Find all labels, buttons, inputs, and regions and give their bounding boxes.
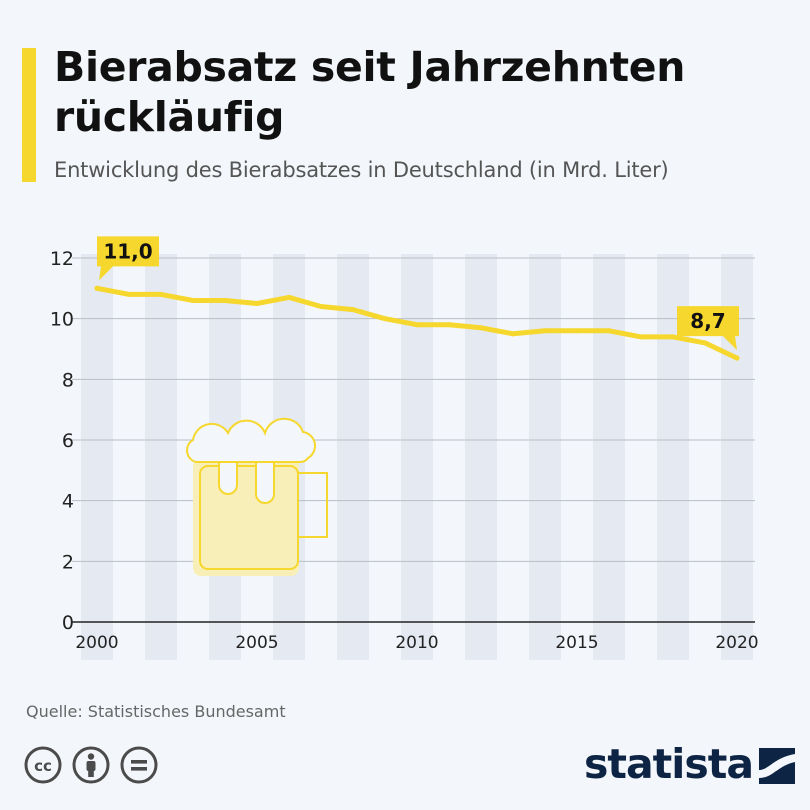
page-title: Bierabsatz seit Jahrzehnten rückläufig — [54, 43, 686, 141]
page-subtitle: Entwicklung des Bierabsatzes in Deutschl… — [54, 158, 669, 182]
x-tick-label: 2000 — [75, 633, 118, 653]
data-point — [478, 325, 484, 331]
data-point — [126, 291, 132, 297]
x-tick-label: 2010 — [395, 633, 438, 653]
y-tick-label: 4 — [62, 491, 74, 513]
data-point — [318, 304, 324, 310]
data-point — [446, 322, 452, 328]
data-point — [254, 301, 260, 306]
data-point — [222, 297, 228, 303]
y-tick-label: 6 — [62, 430, 74, 452]
data-point — [414, 322, 420, 328]
data-point — [670, 334, 676, 340]
y-tick-label: 0 — [62, 612, 74, 634]
data-point — [638, 334, 644, 340]
column-stripe — [593, 254, 625, 660]
annotations: 11,0 8,7 — [97, 236, 739, 351]
column-stripe — [401, 254, 433, 660]
logo-text: statista — [584, 740, 754, 788]
svg-text:cc: cc — [34, 757, 52, 775]
x-tick-label: 2020 — [715, 633, 758, 653]
y-tick-label: 10 — [50, 309, 74, 331]
x-tick-label: 2005 — [235, 633, 278, 653]
data-label-callout: 11,0 — [97, 236, 159, 281]
column-stripe — [81, 254, 113, 660]
statista-logo[interactable]: statista — [584, 740, 795, 788]
column-stripe — [145, 254, 177, 660]
column-stripe — [529, 254, 561, 660]
data-point — [702, 340, 708, 346]
license-icons: cc — [24, 746, 158, 784]
y-tick-label: 2 — [62, 551, 74, 573]
cc-icon[interactable]: cc — [24, 746, 62, 784]
callout-box — [677, 306, 739, 351]
x-tick-label: 2015 — [555, 633, 598, 653]
nd-icon[interactable] — [120, 746, 158, 784]
column-stripe — [465, 254, 497, 660]
y-tick-label: 12 — [50, 248, 74, 270]
data-label: 8,7 — [690, 309, 725, 333]
line-chart: 0 2 4 6 8 10 12 2000 2005 2010 2015 2020 11,0 8,7 — [50, 236, 759, 660]
data-point — [574, 328, 580, 334]
data-point — [158, 291, 164, 297]
column-stripe — [337, 254, 369, 660]
beer-mug-icon — [186, 417, 328, 576]
data-points — [94, 285, 740, 361]
grid-lines — [72, 257, 755, 623]
data-point — [382, 316, 388, 322]
source-note: Quelle: Statistisches Bundesamt — [26, 702, 286, 721]
accent-bar — [22, 48, 36, 182]
callout-box — [97, 236, 159, 281]
data-point — [542, 328, 548, 334]
data-point — [350, 307, 356, 313]
by-icon[interactable] — [72, 746, 110, 784]
data-point — [94, 285, 100, 291]
axis-labels: 0 2 4 6 8 10 12 2000 2005 2010 2015 2020 — [50, 248, 759, 653]
data-label-callout: 8,7 — [677, 306, 739, 351]
data-label: 11,0 — [103, 239, 152, 263]
data-point — [606, 328, 612, 334]
data-point — [190, 297, 196, 303]
data-point — [734, 355, 740, 361]
data-point — [510, 331, 516, 337]
statista-mark-icon — [759, 748, 795, 784]
column-stripes — [81, 254, 753, 660]
data-point — [286, 294, 292, 300]
y-tick-label: 8 — [62, 369, 74, 391]
